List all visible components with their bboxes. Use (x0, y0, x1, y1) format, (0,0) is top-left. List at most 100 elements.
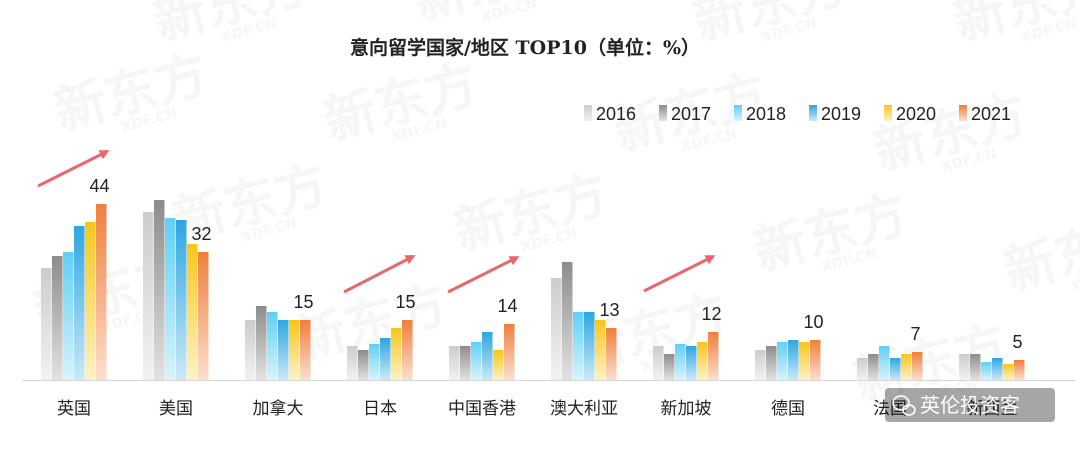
trend-arrow (447, 256, 520, 294)
bar-2020 (85, 222, 96, 380)
bar-2016 (41, 268, 52, 380)
bar-2016 (755, 350, 766, 380)
legend-swatch (884, 105, 892, 121)
bar-2020 (901, 354, 912, 380)
legend-swatch (734, 105, 742, 121)
data-label: 10 (803, 312, 823, 332)
category-label: 法国 (873, 399, 907, 419)
bar-2017 (460, 346, 471, 380)
bar-2019 (176, 220, 187, 380)
bar-2018 (879, 346, 890, 380)
data-label: 12 (701, 304, 721, 324)
brand-badge-bg (885, 388, 1055, 422)
bar-2016 (551, 278, 562, 380)
bar-2018 (267, 312, 278, 380)
bar-2017 (52, 256, 63, 380)
bar-2017 (868, 354, 879, 380)
data-label: 15 (395, 292, 415, 312)
bar-2019 (278, 320, 289, 380)
bar-2020 (187, 244, 198, 380)
category-label: 新西兰 (967, 399, 1018, 419)
bar-2021 (402, 320, 413, 380)
data-label: 15 (293, 292, 313, 312)
legend-label: 2016 (596, 104, 636, 124)
data-label: 44 (89, 176, 109, 196)
brand-badge: 英伦投资客 (885, 388, 1055, 422)
category-label: 加拿大 (253, 398, 304, 419)
bar-2020 (391, 328, 402, 380)
bar-2019 (890, 358, 901, 380)
bar-2021 (810, 340, 821, 380)
bar-2016 (653, 346, 664, 380)
category-label: 美国 (159, 399, 193, 419)
category-label: 新加坡 (661, 399, 712, 419)
legend-label: 2018 (746, 104, 786, 124)
bar-2016 (449, 346, 460, 380)
bar-2019 (482, 332, 493, 380)
bar-2016 (857, 358, 868, 380)
trend-arrow (643, 255, 716, 293)
bar-2018 (573, 312, 584, 380)
legend-label: 2020 (896, 104, 936, 124)
bar-2016 (347, 346, 358, 380)
bar-2021 (1014, 360, 1025, 380)
bar-2021 (300, 320, 311, 380)
data-label: 32 (191, 224, 211, 244)
data-label: 7 (910, 324, 920, 344)
category-labels: 英国 美国 加拿大 日本 中国香港 澳大利亚 新加坡 德国 法国 新西兰 (57, 398, 1018, 419)
bar-2018 (471, 342, 482, 380)
category-label: 德国 (771, 399, 805, 419)
bar-2017 (664, 354, 675, 380)
legend: 2016 2017 2018 2019 2020 2021 (584, 104, 1011, 124)
bar-2018 (63, 252, 74, 380)
bar-2016 (959, 354, 970, 380)
legend-label: 2017 (671, 104, 711, 124)
brand-text: 英伦投资客 (920, 393, 1020, 417)
bar-2016 (245, 320, 256, 380)
bar-2018 (777, 342, 788, 380)
data-labels: 44 32 15 15 14 13 12 10 7 5 (89, 176, 1022, 352)
bar-2017 (766, 346, 777, 380)
bar-2019 (788, 340, 799, 380)
legend-swatch (584, 105, 592, 121)
category-label: 日本 (363, 399, 397, 419)
bar-2018 (675, 344, 686, 380)
legend-swatch (659, 105, 667, 121)
bar-2017 (154, 200, 165, 380)
bar-2021 (708, 332, 719, 380)
bar-2020 (697, 342, 708, 380)
legend-label: 2019 (821, 104, 861, 124)
wechat-icon (892, 395, 916, 416)
bar-2017 (562, 262, 573, 380)
bar-2021 (606, 328, 617, 380)
bar-2017 (256, 306, 267, 380)
bar-2018 (165, 218, 176, 380)
bar-2018 (981, 362, 992, 380)
bars (41, 200, 1025, 380)
bar-2018 (369, 344, 380, 380)
bar-2020 (493, 350, 504, 380)
watermark-text: 新东方 (998, 204, 1080, 302)
bar-2021 (504, 324, 515, 380)
bar-2016 (143, 212, 154, 380)
bar-2019 (74, 226, 85, 380)
bar-2019 (686, 346, 697, 380)
bar-2021 (198, 252, 209, 380)
bar-2021 (96, 204, 107, 380)
bar-2020 (1003, 364, 1014, 380)
legend-swatch (959, 105, 967, 121)
category-label: 中国香港 (448, 399, 516, 419)
trend-arrow (37, 150, 110, 188)
category-label: 英国 (57, 399, 91, 419)
legend-label: 2021 (971, 104, 1011, 124)
trend-arrow (343, 255, 416, 294)
bar-2020 (799, 342, 810, 380)
category-label: 澳大利亚 (550, 399, 618, 419)
bar-2019 (992, 358, 1003, 380)
bar-2019 (380, 338, 391, 380)
legend-swatch (809, 105, 817, 121)
bar-2020 (595, 320, 606, 380)
bar-2021 (912, 352, 923, 380)
data-label: 14 (497, 296, 517, 316)
bar-2017 (358, 350, 369, 380)
